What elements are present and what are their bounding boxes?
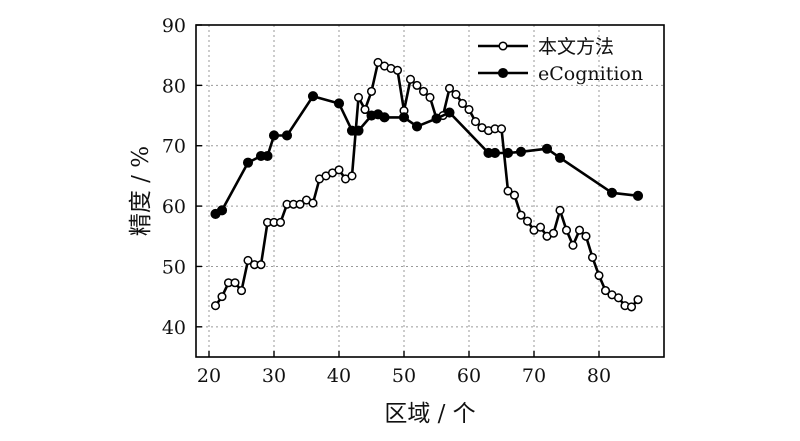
y-tick-label: 50 [162, 256, 186, 278]
series-1-point [574, 225, 585, 235]
plot-frame [195, 24, 665, 358]
series-1-point [308, 198, 318, 208]
series-2-point [554, 152, 566, 163]
series-1-point [535, 222, 546, 232]
y-tick-label: 80 [162, 75, 186, 97]
series-2-point [444, 107, 455, 118]
series-1-point [295, 199, 305, 209]
series-1-point [581, 231, 591, 241]
series-1-point [555, 205, 565, 215]
series-2-point [353, 125, 364, 136]
series-2-point [502, 147, 514, 159]
series-2-point [379, 112, 390, 123]
series-1-point [451, 89, 461, 99]
series-1-point [516, 210, 526, 220]
series-1-point [418, 86, 429, 96]
series-1-point [275, 217, 286, 227]
legend-marker-2 [497, 67, 509, 79]
series-1-point [470, 117, 481, 127]
legend: 本文方法 eCognition [478, 36, 643, 85]
series-1-point [405, 74, 416, 84]
series-2-point [489, 147, 501, 159]
series-2-point [398, 112, 410, 123]
series-1-point [366, 86, 377, 96]
legend-label-2: eCognition [538, 63, 643, 85]
series-2-point [268, 130, 280, 141]
x-tick-label: 60 [457, 365, 481, 387]
series-2 [210, 91, 644, 219]
x-tick-label: 40 [327, 365, 351, 387]
series-2-point [411, 121, 423, 132]
series-2-point [216, 205, 228, 216]
series-1-point [522, 216, 533, 226]
series-1-point [392, 65, 403, 75]
series-1-point [464, 104, 474, 115]
series-1-point [353, 92, 364, 102]
series-2-point [515, 146, 527, 157]
x-tick-label: 30 [262, 365, 286, 387]
series-1-point [594, 270, 604, 281]
series-1-point [457, 98, 468, 109]
x-tick-label: 80 [587, 365, 611, 387]
legend-marker-1 [498, 41, 508, 51]
series-2-point [281, 130, 293, 141]
series-layer [210, 57, 644, 312]
y-tick-label: 90 [162, 15, 186, 37]
series-1-point [230, 278, 240, 288]
series-2-point [431, 113, 442, 124]
series-1-point [444, 83, 455, 93]
series-2-point [632, 190, 644, 201]
series-1-point [561, 225, 572, 235]
series-2-point [541, 143, 553, 154]
series-1-point [243, 255, 253, 265]
series-2-point [606, 187, 618, 198]
series-1-point [236, 286, 247, 296]
series-1-point [210, 301, 221, 311]
series-1-point [496, 124, 507, 134]
series-2-point [333, 98, 345, 109]
y-tick-label: 60 [162, 196, 186, 218]
x-tick-label: 70 [522, 365, 546, 387]
x-axis-title: 区域 / 个 [384, 401, 475, 427]
y-axis-title: 精度 / % [128, 146, 154, 236]
series-1-point [568, 240, 578, 250]
series-1-point [548, 228, 559, 238]
series-1-point [347, 171, 357, 181]
series-1-point [600, 286, 611, 296]
axis-ticks: 20 30 40 50 60 70 80 40 50 60 70 80 90 [162, 15, 611, 387]
series-1-point [217, 292, 227, 302]
series-1-point [334, 165, 344, 175]
y-tick-label: 70 [162, 136, 186, 158]
legend-label-1: 本文方法 [538, 36, 614, 58]
series-1-point [360, 104, 370, 115]
x-tick-label: 20 [197, 365, 221, 387]
series-1-point [587, 252, 598, 262]
x-tick-label: 50 [392, 365, 416, 387]
series-1-point [633, 295, 643, 305]
y-tick-label: 40 [162, 317, 186, 339]
series-2-point [262, 150, 273, 162]
series-2-point [307, 91, 319, 102]
series-2-point [242, 157, 254, 168]
series-1-point [509, 190, 520, 200]
series-1-point [626, 302, 637, 312]
series-1-point [256, 260, 266, 270]
series-1-point [503, 186, 513, 196]
series-1-point [613, 293, 624, 303]
series-1-point [412, 80, 422, 90]
series-1-point [425, 92, 435, 102]
